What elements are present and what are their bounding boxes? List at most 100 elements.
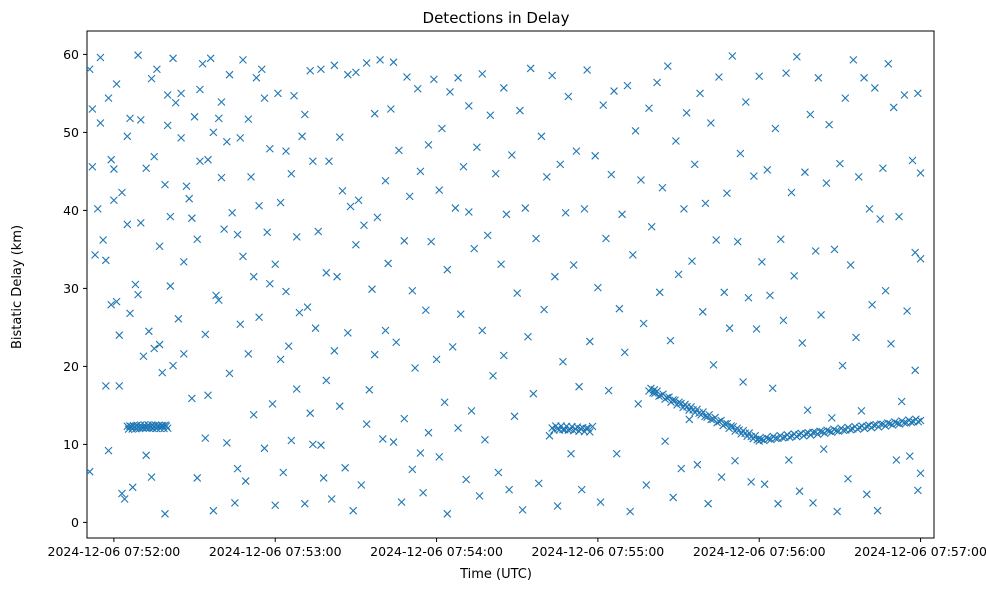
y-tick-label: 10 [63,437,79,452]
data-point [713,418,722,427]
data-point [144,327,153,336]
data-point [663,62,672,70]
data-point [435,452,444,461]
data-point [833,507,842,516]
data-point [534,479,543,488]
data-point [825,427,834,436]
data-point [615,304,624,313]
data-point [163,424,172,433]
data-point [443,509,452,518]
data-point [491,169,500,178]
data-point [707,415,716,424]
data-point [802,429,810,438]
x-axis: 2024-12-06 07:52:00 2024-12-06 07:53:00 20… [48,538,986,559]
data-point [228,208,237,217]
data-point [553,502,562,510]
data-point [747,477,756,486]
data-point [669,395,677,404]
data-point [868,300,877,309]
data-point [163,121,172,130]
data-point [386,105,395,113]
data-point [247,172,255,181]
data-point [577,485,586,494]
data-point [314,227,323,236]
data-point [239,55,247,64]
data-point [739,378,747,386]
data-point [290,91,298,100]
data-point [464,101,473,110]
data-point [612,449,621,458]
data-point [862,422,871,431]
data-point [354,196,363,205]
data-point [862,490,871,499]
data-point [462,475,471,484]
data-point [236,320,245,329]
data-point [123,220,132,229]
data-point [298,132,306,141]
data-point [502,210,511,219]
data-point [752,325,761,333]
data-point [521,204,530,212]
plot-area [86,30,935,539]
data-point [150,344,159,353]
data-point [701,412,709,421]
data-point [196,157,204,166]
data-point [497,260,505,269]
data-point [720,288,729,297]
data-point [561,208,570,217]
data-point [499,351,508,360]
data-point [913,486,922,495]
data-point [454,73,462,82]
x-tick-label: 2024-12-06 07:57:00 [854,544,986,559]
data-point [489,371,497,380]
data-point [712,236,721,244]
data-point [542,172,551,181]
data-point [287,436,296,445]
data-point [343,70,352,79]
data-point [427,237,436,246]
data-point [303,303,312,312]
data-point [628,250,637,259]
data-point [669,493,678,502]
data-point [889,103,898,112]
data-point [649,389,657,397]
data-point [559,357,567,366]
data-point [908,156,917,165]
data-point [335,402,344,411]
data-point [88,105,97,113]
data-point [268,399,277,408]
data-point [825,120,834,129]
data-point [886,419,895,428]
data-point [179,257,188,266]
data-point [801,168,809,177]
data-point [249,272,258,281]
data-point [911,366,920,375]
data-point [362,59,371,67]
data-point [693,460,702,469]
data-point [231,499,239,507]
data-point [405,192,414,201]
data-point [550,272,559,281]
data-point [666,336,675,345]
data-point [413,84,422,93]
data-point [341,463,350,472]
data-point [131,280,140,289]
data-point [252,73,261,82]
data-point [330,61,339,70]
data-point [583,66,592,74]
data-point [556,160,565,169]
data-point [575,382,583,391]
data-point [161,509,169,518]
data-point [647,384,655,393]
chart-title: Detections in Delay [423,9,570,27]
data-point [905,452,914,460]
data-point [319,474,328,482]
data-point [674,270,683,279]
data-point [798,339,807,347]
data-point [849,55,858,64]
data-point [343,328,352,337]
data-point [795,430,803,439]
data-point [529,389,538,398]
data-point [171,98,180,107]
data-point [701,199,710,208]
